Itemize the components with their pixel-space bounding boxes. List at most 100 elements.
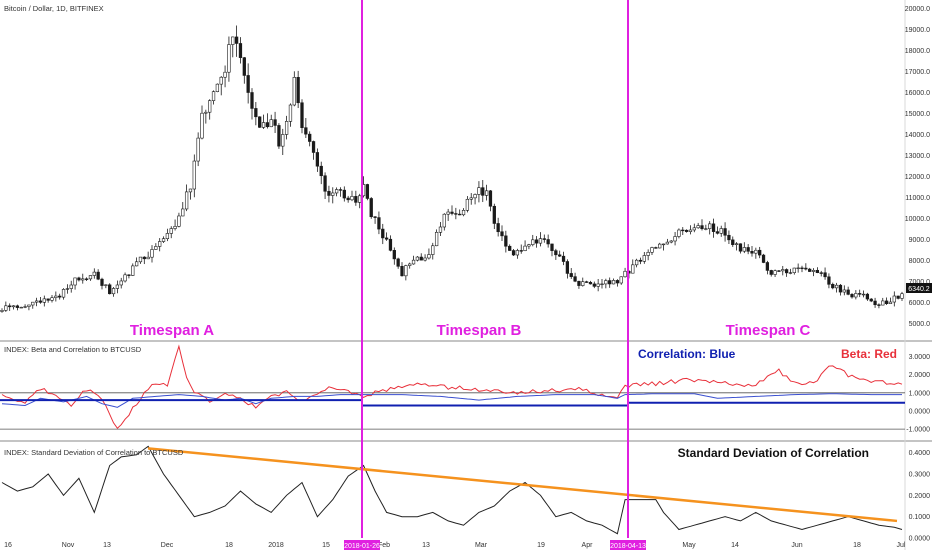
candle-body bbox=[308, 133, 312, 142]
candle-body bbox=[788, 272, 793, 274]
candle-body bbox=[469, 197, 473, 200]
candle-body bbox=[688, 229, 693, 232]
x-tick-label: 16 bbox=[4, 542, 12, 549]
price-tick-label: 12000.0 bbox=[905, 174, 930, 181]
candle-body bbox=[742, 247, 746, 252]
candle-body bbox=[177, 215, 181, 227]
x-tick-label: 18 bbox=[225, 542, 233, 549]
price-tick-label: 19000.0 bbox=[905, 27, 930, 34]
candle-body bbox=[69, 284, 73, 289]
candle-body bbox=[42, 298, 46, 303]
candle-body bbox=[708, 223, 712, 229]
pane2-tick-label: 0.0000 bbox=[909, 408, 931, 415]
candle-body bbox=[604, 280, 608, 285]
candle-body bbox=[234, 36, 239, 44]
candle-body bbox=[542, 238, 546, 240]
x-tick-label: 2018 bbox=[268, 542, 284, 549]
candle-body bbox=[584, 281, 589, 283]
candle-body bbox=[419, 256, 423, 261]
candle-body bbox=[396, 258, 400, 267]
candle-body bbox=[31, 301, 35, 306]
candle-body bbox=[746, 247, 750, 252]
candle-body bbox=[211, 91, 216, 101]
candle-body bbox=[734, 243, 739, 245]
candle-body bbox=[900, 293, 904, 299]
price-tick-label: 11000.0 bbox=[905, 195, 930, 202]
candle-body bbox=[658, 243, 662, 249]
candle-body bbox=[781, 269, 785, 272]
candle-body bbox=[461, 210, 466, 216]
candle-body bbox=[284, 121, 289, 135]
candle-body bbox=[892, 295, 896, 303]
candle-body bbox=[858, 293, 862, 295]
candle-body bbox=[165, 233, 170, 239]
divider-date-1-bg bbox=[344, 540, 380, 550]
candle-body bbox=[611, 280, 616, 285]
candle-body bbox=[869, 298, 873, 302]
candle-body bbox=[704, 228, 708, 230]
beta-correlation-pane bbox=[0, 344, 905, 430]
candle-body bbox=[642, 255, 646, 262]
candle-body bbox=[684, 229, 689, 232]
candle-body bbox=[277, 125, 281, 147]
candle-body bbox=[192, 160, 196, 190]
candle-body bbox=[423, 257, 427, 261]
candle-body bbox=[696, 225, 700, 229]
candle-body bbox=[473, 194, 477, 199]
candle-body bbox=[334, 189, 339, 194]
candle-body bbox=[100, 278, 104, 286]
candle-body bbox=[408, 263, 412, 266]
candle-body bbox=[73, 277, 77, 286]
price-tick-label: 18000.0 bbox=[905, 48, 930, 55]
candle-body bbox=[19, 306, 23, 309]
candle-body bbox=[861, 293, 866, 296]
candle-body bbox=[315, 152, 320, 167]
std-deviation-line bbox=[1, 445, 903, 535]
candle-body bbox=[634, 259, 639, 266]
candle-body bbox=[138, 256, 143, 263]
price-tick-label: 8000.0 bbox=[909, 258, 931, 265]
candle-body bbox=[296, 77, 300, 104]
candle-body bbox=[261, 122, 266, 128]
candle-body bbox=[88, 275, 93, 280]
candle-body bbox=[600, 283, 604, 286]
candle-body bbox=[581, 281, 585, 286]
pane3-tick-label: 0.2000 bbox=[909, 493, 931, 500]
price-tick-label: 7000.0 bbox=[909, 279, 931, 286]
candle-body bbox=[550, 243, 554, 251]
candle-body bbox=[519, 250, 523, 252]
candle-body bbox=[434, 231, 439, 247]
candle-body bbox=[681, 229, 685, 232]
candle-body bbox=[454, 213, 458, 215]
candle-body bbox=[481, 187, 485, 196]
candle-body bbox=[496, 223, 500, 233]
candle-body bbox=[877, 304, 881, 306]
legend-beta: Beta: Red bbox=[841, 347, 897, 361]
timespan-a-label: Timespan A bbox=[130, 322, 214, 339]
candle-body bbox=[404, 265, 408, 277]
candle-body bbox=[61, 289, 66, 298]
price-tick-label: 20000.0 bbox=[905, 6, 930, 13]
candle-body bbox=[834, 284, 839, 289]
candle-body bbox=[561, 255, 566, 262]
candle-body bbox=[215, 83, 220, 92]
pane3-tick-label: 0.1000 bbox=[909, 514, 931, 521]
candle-body bbox=[842, 289, 846, 293]
candle-body bbox=[838, 284, 843, 293]
candle-body bbox=[331, 192, 335, 196]
candle-body bbox=[250, 92, 254, 109]
candle-body bbox=[638, 259, 643, 262]
legend-correlation: Correlation: Blue bbox=[638, 347, 736, 361]
candle-body bbox=[273, 119, 277, 126]
candle-body bbox=[619, 276, 623, 284]
candle-body bbox=[758, 249, 762, 256]
candle-body bbox=[146, 256, 150, 260]
candle-body bbox=[115, 284, 120, 289]
candle-body bbox=[173, 226, 177, 229]
candle-body bbox=[150, 249, 154, 258]
candle-body bbox=[196, 137, 200, 162]
candle-body bbox=[654, 247, 658, 249]
candle-body bbox=[142, 256, 146, 260]
